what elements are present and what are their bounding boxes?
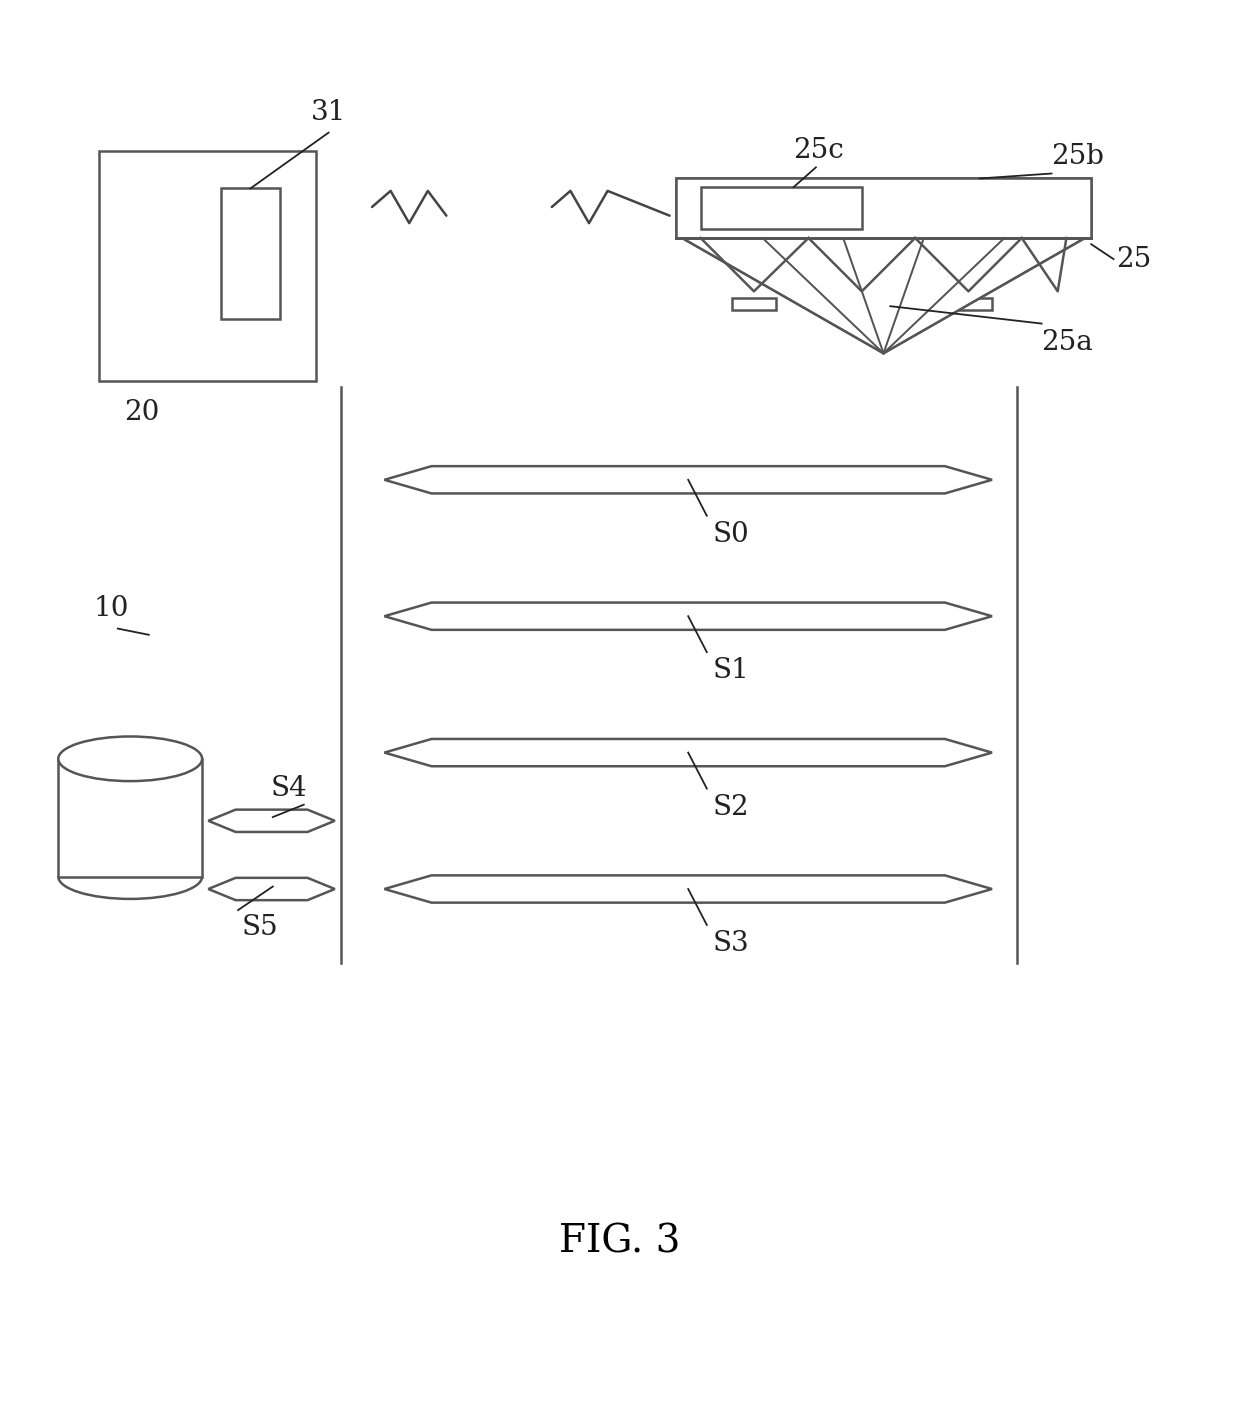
- Ellipse shape: [58, 737, 202, 782]
- Text: 25: 25: [1116, 246, 1151, 273]
- Bar: [99, 152, 316, 381]
- Polygon shape: [384, 740, 992, 766]
- Polygon shape: [682, 238, 1085, 353]
- Text: 25c: 25c: [794, 136, 844, 163]
- Polygon shape: [384, 467, 992, 494]
- Text: S4: S4: [270, 775, 308, 803]
- Bar: [701, 187, 862, 229]
- Polygon shape: [384, 876, 992, 903]
- Text: 10: 10: [94, 595, 129, 623]
- Bar: [58, 759, 202, 876]
- Bar: [676, 179, 1091, 238]
- Bar: [221, 188, 280, 319]
- Polygon shape: [208, 810, 335, 832]
- Bar: [676, 179, 1091, 238]
- Text: 31: 31: [311, 100, 346, 127]
- Polygon shape: [384, 603, 992, 630]
- Text: S3: S3: [713, 929, 750, 957]
- Text: 20: 20: [124, 399, 160, 426]
- Bar: [732, 298, 776, 309]
- Text: 25b: 25b: [1052, 143, 1105, 170]
- Bar: [681, 186, 1086, 231]
- Text: S0: S0: [713, 520, 750, 548]
- Bar: [946, 298, 992, 309]
- Text: S2: S2: [713, 793, 750, 821]
- Text: S1: S1: [713, 657, 750, 685]
- Text: S5: S5: [242, 914, 279, 941]
- Text: 25a: 25a: [1042, 329, 1094, 356]
- Bar: [701, 187, 862, 229]
- Text: FIG. 3: FIG. 3: [559, 1223, 681, 1261]
- Bar: [841, 298, 885, 309]
- Polygon shape: [208, 877, 335, 900]
